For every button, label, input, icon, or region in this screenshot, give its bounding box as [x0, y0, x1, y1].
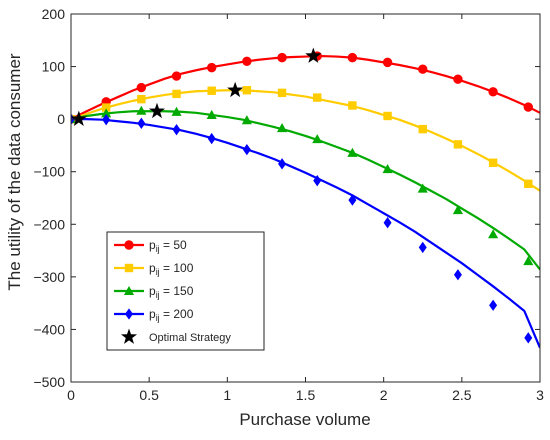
x-tick-label: 0.5	[139, 387, 159, 403]
legend-marker	[120, 328, 138, 344]
data-point	[241, 115, 252, 125]
data-point	[101, 108, 112, 118]
data-point	[278, 158, 287, 170]
data-point	[383, 217, 392, 229]
data-point	[418, 124, 427, 134]
optimal-point	[148, 102, 166, 119]
data-point	[277, 52, 287, 63]
data-point	[277, 123, 288, 133]
series-3	[71, 113, 540, 349]
y-tick-label: −500	[33, 374, 65, 390]
y-tick-label: −100	[33, 164, 65, 180]
legend-label: Optimal Strategy	[149, 332, 231, 344]
data-point	[172, 123, 181, 136]
data-point	[488, 158, 498, 167]
legend-item: pij = 50	[114, 238, 187, 254]
y-tick-label: 200	[42, 6, 66, 22]
x-tick-label: 3	[536, 387, 544, 403]
axes: 0 0.5 1 1.5 2 2.5 3 −500 −400 −300 −200 −100 0 100 200	[33, 6, 544, 403]
data-point	[453, 74, 463, 84]
legend-item: Optimal Strategy	[120, 328, 231, 344]
legend-item: pij = 200	[114, 307, 194, 323]
series-line	[71, 89, 540, 192]
x-tick-label: 2	[380, 387, 388, 403]
data-point	[101, 103, 111, 112]
data-point	[348, 101, 357, 110]
data-point	[418, 64, 428, 74]
legend-label: pij = 150	[149, 284, 194, 300]
y-tick-label: −200	[33, 216, 65, 232]
legend-marker	[125, 308, 133, 320]
legend-label: pij = 100	[149, 261, 194, 277]
series-2	[71, 105, 540, 271]
data-point	[453, 140, 463, 149]
y-tick-label: −300	[33, 269, 65, 285]
y-tick-label: 0	[57, 111, 65, 127]
data-point	[523, 256, 534, 266]
data-point	[523, 102, 533, 112]
data-point	[382, 164, 393, 174]
data-point	[383, 111, 392, 121]
legend-marker	[124, 240, 134, 250]
x-tick-label: 1	[223, 387, 231, 403]
data-point	[348, 194, 357, 206]
data-point	[207, 86, 216, 95]
data-point	[452, 205, 463, 215]
data-point	[382, 57, 393, 68]
data-point	[171, 106, 182, 116]
data-point	[136, 105, 147, 115]
legend-label: pij = 50	[149, 238, 187, 254]
series-line	[71, 110, 540, 271]
data-point	[313, 93, 322, 102]
data-point	[277, 88, 287, 98]
data-point	[102, 113, 111, 126]
series-1	[71, 86, 540, 192]
legend-item: pij = 150	[114, 284, 194, 300]
data-point	[347, 52, 358, 63]
legend-item: pij = 100	[114, 261, 194, 277]
data-point	[171, 71, 182, 81]
series-4	[71, 47, 322, 127]
data-point	[313, 174, 322, 187]
data-point	[489, 299, 498, 311]
data-point	[312, 134, 323, 144]
data-point	[453, 269, 462, 281]
data-point	[417, 183, 428, 193]
data-point	[207, 62, 217, 73]
legend: pij = 50 pij = 100 pij = 150 pij = 200 Optim…	[106, 231, 265, 351]
x-tick-label: 0	[67, 387, 75, 403]
data-point	[242, 56, 252, 67]
data-point	[488, 87, 498, 97]
y-axis-label: The utility of the data consumer	[5, 53, 24, 291]
data-point	[242, 143, 251, 156]
data-point	[347, 147, 358, 157]
plot-area	[71, 47, 540, 349]
legend-label: pij = 200	[149, 307, 194, 323]
optimal-point	[71, 110, 87, 127]
legend-marker	[123, 285, 135, 296]
data-point	[206, 109, 217, 119]
y-tick-label: 100	[42, 59, 66, 75]
data-point	[172, 89, 181, 99]
x-tick-label: 1.5	[296, 387, 316, 403]
data-point	[488, 229, 499, 239]
x-tick-label: 2.5	[452, 387, 472, 403]
data-point	[242, 86, 252, 95]
data-point	[207, 132, 216, 145]
data-point	[137, 94, 146, 104]
optimal-point	[227, 81, 244, 98]
x-axis-label: Purchase volume	[239, 410, 370, 429]
series-line	[71, 118, 540, 349]
data-point	[524, 332, 533, 344]
legend-marker	[124, 263, 134, 273]
data-point	[137, 117, 146, 130]
data-point	[524, 179, 533, 189]
data-point	[136, 82, 147, 93]
data-point	[418, 241, 427, 254]
optimal-point	[305, 47, 322, 63]
y-tick-label: −400	[33, 321, 65, 337]
